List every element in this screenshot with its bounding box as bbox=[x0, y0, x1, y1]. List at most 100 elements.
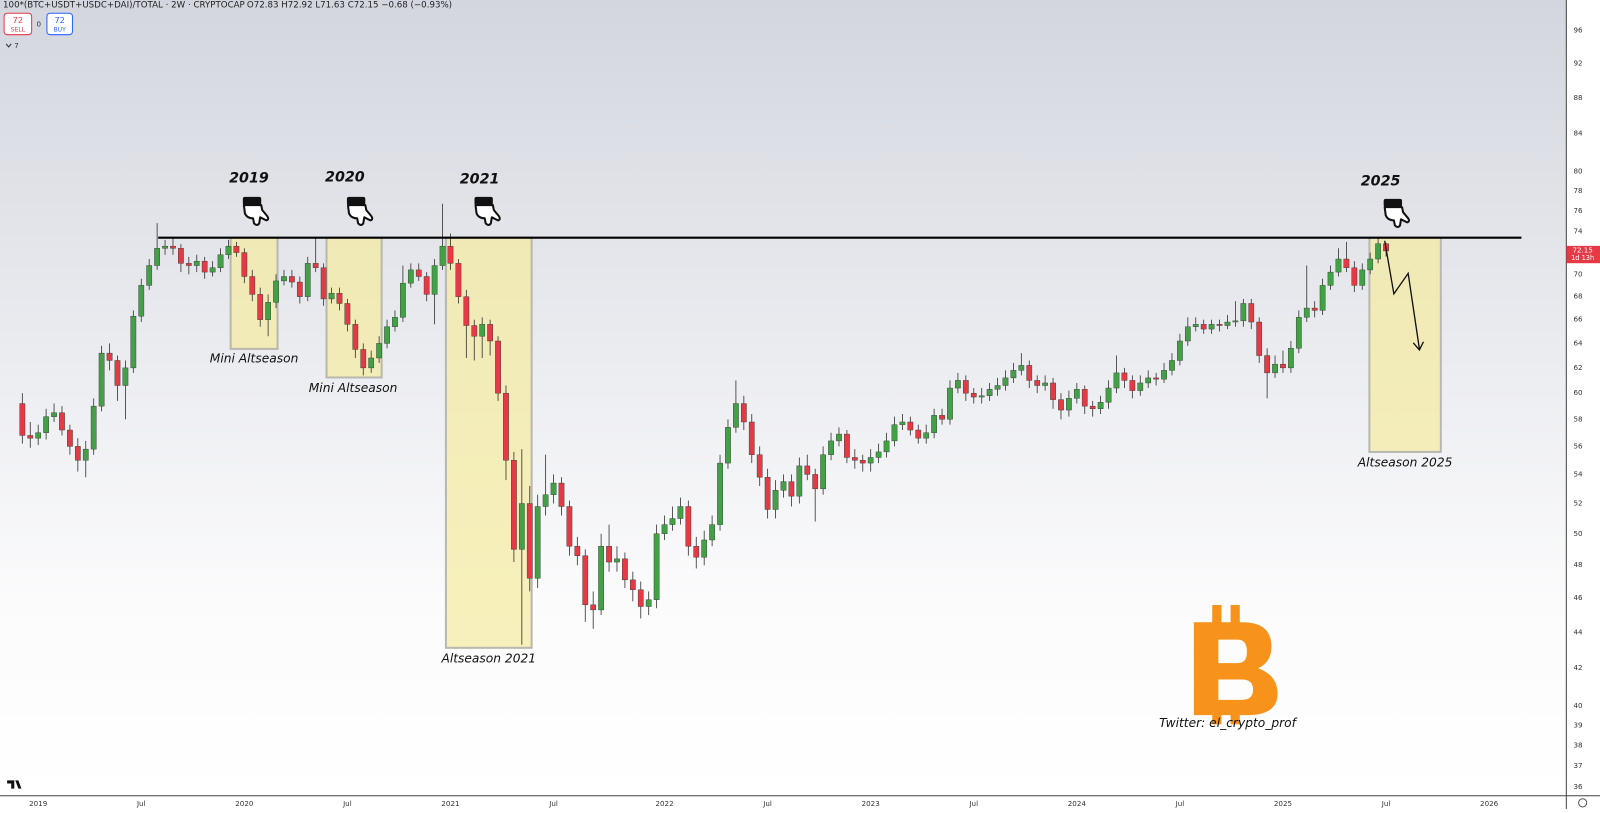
candle-body bbox=[542, 494, 549, 507]
candle-body bbox=[67, 429, 73, 447]
candle-body bbox=[851, 457, 858, 461]
buy-price[interactable]: 72 bbox=[54, 15, 64, 25]
annotation: Altseason 2021 bbox=[440, 652, 536, 666]
box-2020 bbox=[325, 236, 383, 379]
candle-body bbox=[629, 579, 636, 590]
logo-part bbox=[1230, 604, 1240, 626]
candle-body bbox=[955, 380, 961, 389]
x-tick-label: 2025 bbox=[1274, 799, 1292, 808]
candle-body bbox=[748, 421, 755, 455]
candle-body bbox=[645, 599, 652, 607]
y-tick-label: 46 bbox=[1573, 593, 1583, 602]
candle-body bbox=[257, 294, 264, 320]
y-tick-label: 60 bbox=[1573, 388, 1583, 397]
x-tick-label: Jul bbox=[762, 799, 772, 808]
candle-body bbox=[217, 254, 224, 268]
candle-body bbox=[637, 589, 644, 607]
scroll-icon[interactable] bbox=[1578, 798, 1588, 808]
candle-body bbox=[1034, 380, 1041, 386]
candle-body bbox=[1208, 324, 1215, 330]
candle-body bbox=[51, 412, 57, 417]
bitcoin-logo bbox=[1193, 604, 1278, 725]
logo-part bbox=[1230, 712, 1240, 725]
y-tick-label: 68 bbox=[1573, 292, 1583, 301]
candle-body bbox=[733, 403, 739, 428]
candle-body bbox=[772, 490, 779, 510]
x-tick-label: Jul bbox=[1381, 799, 1391, 808]
y-tick-label: 44 bbox=[1573, 627, 1583, 636]
candle-body bbox=[265, 302, 271, 320]
candle-body bbox=[598, 546, 604, 611]
candle-body bbox=[368, 357, 375, 369]
sell-box[interactable] bbox=[3, 12, 33, 36]
candle-body bbox=[685, 506, 692, 547]
buy-label[interactable]: BUY bbox=[53, 27, 66, 34]
y-tick-label: 54 bbox=[1573, 469, 1583, 478]
last-price: 72.15 bbox=[1572, 245, 1592, 254]
x-tick-label: 2023 bbox=[862, 799, 880, 808]
sell-label[interactable]: SELL bbox=[11, 27, 26, 34]
candle-body bbox=[400, 282, 406, 318]
y-tick-label: 52 bbox=[1573, 499, 1582, 508]
y-tick-label: 39 bbox=[1573, 720, 1583, 729]
candle-body bbox=[622, 558, 628, 581]
logo-part bbox=[1212, 712, 1222, 725]
candle-body bbox=[185, 263, 192, 266]
candle-body bbox=[376, 343, 382, 359]
candle-body bbox=[891, 424, 898, 442]
candle-body bbox=[1280, 363, 1286, 369]
candle-body bbox=[1216, 324, 1223, 326]
annotation: 2020 bbox=[325, 170, 365, 186]
buy-box[interactable] bbox=[46, 12, 73, 36]
x-tick-label: Jul bbox=[968, 799, 978, 808]
candle-body bbox=[392, 317, 398, 327]
candle-body bbox=[756, 454, 763, 478]
candle-body bbox=[606, 546, 612, 563]
candles bbox=[19, 203, 1389, 645]
candle-body bbox=[1375, 243, 1381, 260]
candle-body bbox=[1089, 405, 1096, 409]
indicators-count[interactable]: 7 bbox=[14, 41, 19, 50]
candle-body bbox=[1169, 360, 1175, 371]
candle-body bbox=[1232, 320, 1239, 323]
candle-body bbox=[281, 276, 287, 282]
candle-body bbox=[201, 260, 208, 273]
price-axis bbox=[1566, 0, 1600, 809]
y-tick-label: 50 bbox=[1573, 529, 1583, 538]
sell-button[interactable]: 72 SELL bbox=[3, 12, 33, 36]
candle-body bbox=[59, 412, 65, 431]
y-tick-label: 36 bbox=[1573, 782, 1583, 791]
candle-body bbox=[1295, 317, 1302, 349]
candle-body bbox=[1018, 365, 1025, 371]
candle-body bbox=[1248, 303, 1255, 323]
y-tick-label: 62 bbox=[1573, 363, 1582, 372]
annotation: 2021 bbox=[460, 172, 500, 188]
candle-body bbox=[1002, 377, 1009, 386]
candle-body bbox=[431, 265, 438, 295]
candle-body bbox=[614, 558, 620, 563]
candle-body bbox=[970, 392, 977, 398]
candle-body bbox=[1129, 380, 1136, 391]
candle-body bbox=[978, 395, 985, 398]
candle-body bbox=[1272, 363, 1278, 374]
candle-body bbox=[43, 416, 49, 433]
annotation: Altseason 2025 bbox=[1357, 456, 1453, 470]
sell-price[interactable]: 72 bbox=[13, 15, 23, 25]
settings-icon[interactable] bbox=[1578, 798, 1588, 808]
candle-body bbox=[1081, 389, 1088, 407]
candle-body bbox=[90, 405, 97, 450]
candle-body bbox=[812, 474, 819, 490]
candle-body bbox=[518, 503, 525, 550]
candle-body bbox=[1177, 340, 1183, 361]
buy-button[interactable]: 72 BUY bbox=[46, 12, 73, 36]
candle-body bbox=[875, 451, 882, 458]
candle-body bbox=[574, 546, 581, 556]
indicators-toggle[interactable] bbox=[5, 43, 12, 48]
y-tick-label: 96 bbox=[1573, 26, 1583, 35]
candle-body bbox=[931, 415, 937, 433]
candle-body bbox=[1256, 321, 1263, 356]
candle-body bbox=[296, 281, 303, 297]
chart-title: 100*(BTC+USDT+USDC+DAI)/TOTAL · 2W · CRY… bbox=[3, 1, 245, 11]
candle-body bbox=[923, 432, 930, 439]
candle-body bbox=[225, 245, 232, 255]
